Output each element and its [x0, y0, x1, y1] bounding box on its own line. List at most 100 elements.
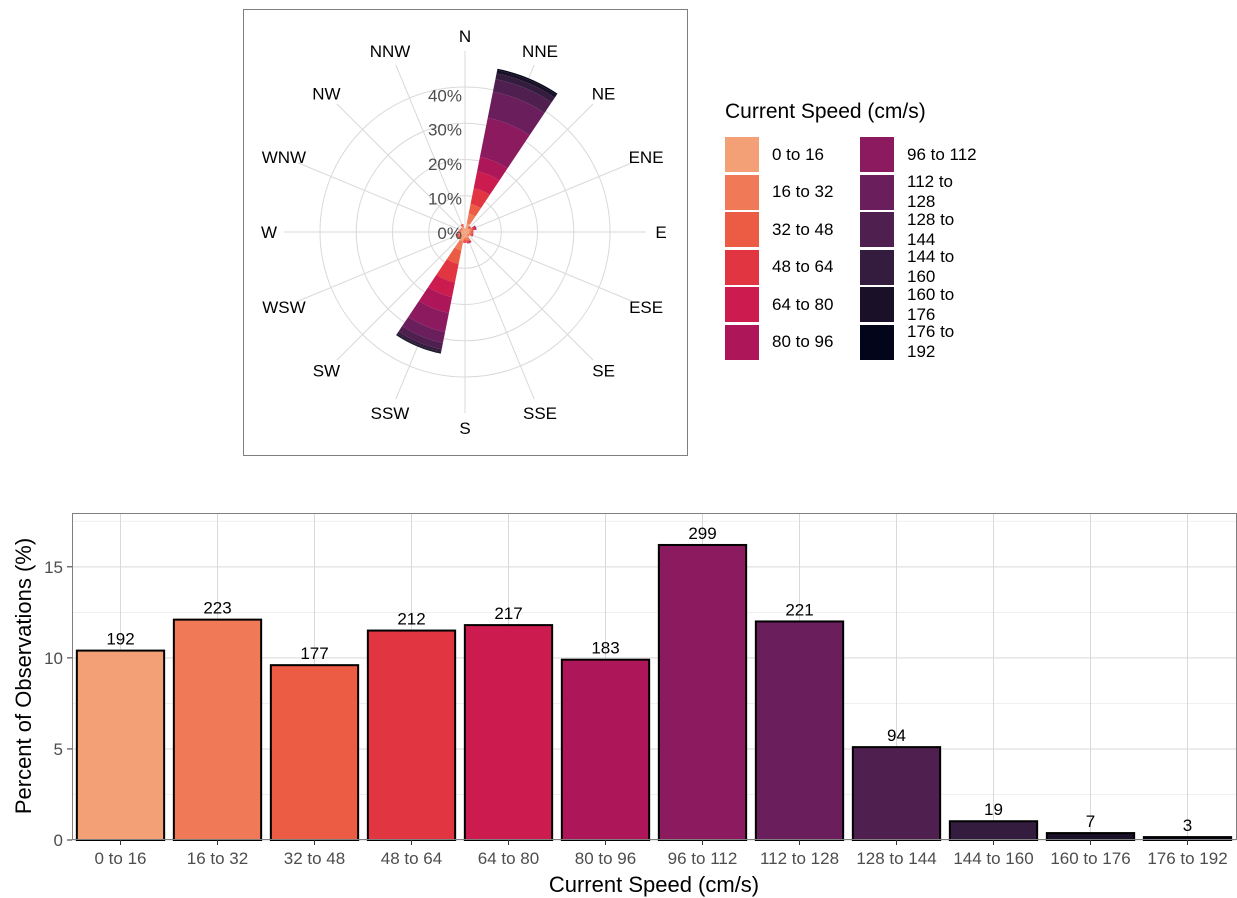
rose-wedge-sse-4 — [466, 240, 472, 243]
legend-item: 80 to 96 — [725, 324, 846, 362]
rose-wedge-ssw-6 — [419, 287, 453, 314]
rose-wedge-e-4 — [472, 230, 473, 234]
rose-wedge-s-1 — [463, 232, 467, 238]
rose-radial-labels: 0% 10% 20% 30% 40% — [428, 86, 462, 243]
rose-grid-spoke — [464, 231, 594, 361]
rose-wedge-n-1 — [464, 228, 466, 232]
legend-columns: 0 to 16 16 to 32 32 to 48 48 to 64 64 to 80 8… — [725, 136, 1025, 361]
rose-wedge-w-4 — [458, 230, 459, 234]
rose-wedge-nne-6 — [477, 156, 508, 181]
rose-wedge-nne-7 — [479, 117, 530, 169]
rose-wedge-nne-11 — [496, 70, 557, 98]
rose-wedge-nw-1 — [461, 228, 465, 232]
rose-wedge-s-3 — [463, 239, 467, 242]
rose-wedge-ssw-8 — [402, 316, 446, 343]
rose-grid-spoke — [297, 231, 466, 302]
rose-grid-spoke — [336, 103, 466, 233]
rose-wedge-ssw-7 — [408, 300, 449, 332]
rose-wedge-wsw-3 — [456, 233, 460, 237]
rose-wedge-ne-6 — [468, 225, 472, 229]
rose-radial-label: 40% — [428, 86, 462, 105]
rose-label-ese: ESE — [629, 298, 663, 317]
rose-radial-label: 0% — [437, 224, 462, 243]
legend-swatch — [725, 287, 759, 323]
rose-wedge-wsw-1 — [460, 232, 465, 235]
rose-wedge-ssw-11 — [396, 333, 442, 353]
rose-wedge-sse-1 — [465, 232, 469, 238]
rose-wedge-ssw-5 — [428, 274, 455, 298]
bar-3 — [269, 664, 360, 841]
legend-label: 96 to 112 — [907, 144, 977, 164]
rose-wedge-nne-5 — [473, 171, 500, 195]
rose-grid-spoke — [464, 231, 535, 400]
rose-label-wnw: WNW — [262, 148, 306, 167]
rose-wedge-ne-3 — [467, 227, 470, 230]
rose-wedge-se-3 — [467, 234, 470, 237]
legend: Current Speed (cm/s) 0 to 16 16 to 32 32 t… — [725, 100, 1025, 361]
rose-radial-label: 10% — [428, 190, 462, 209]
bar-count-label: 212 — [397, 610, 425, 629]
x-tick-label: 128 to 144 — [856, 849, 936, 868]
legend-column-1: 0 to 16 16 to 32 32 to 48 48 to 64 64 to 80 8… — [725, 136, 846, 361]
legend-item: 160 to 176 — [860, 284, 981, 324]
y-tick-label: 15 — [44, 558, 63, 577]
legend-swatch — [725, 324, 759, 360]
bar-count-label: 299 — [688, 524, 716, 543]
x-tick-label: 160 to 176 — [1050, 849, 1130, 868]
bar-count-label: 7 — [1086, 812, 1095, 831]
rose-grid-spoke — [464, 231, 633, 302]
rose-direction-labels: N NNE NE ENE E ESE SE SSE S SSW SW WSW W WNW NW NNW — [261, 27, 667, 438]
legend-item: 128 to 144 — [860, 209, 981, 249]
rose-wedge-ne-5 — [468, 226, 471, 229]
rose-wedge-ese-3 — [469, 233, 473, 237]
legend-swatch — [860, 212, 894, 248]
rose-wedge-se-1 — [465, 232, 469, 236]
bar-6 — [560, 658, 651, 841]
rose-wedge-sw-2 — [459, 234, 463, 238]
rose-wedge-nnw-2 — [461, 225, 465, 228]
rose-wedge-w-2 — [459, 230, 462, 234]
legend-item: 48 to 64 — [725, 249, 846, 287]
rose-wedge-nne-9 — [492, 79, 552, 113]
rose-wedge-nne-8 — [487, 91, 545, 136]
rose-wedge-wnw-2 — [460, 229, 462, 232]
rose-label-w: W — [261, 223, 277, 242]
rose-radial-label: 30% — [428, 121, 462, 140]
bar-bars — [75, 543, 1233, 842]
legend-label: 144 to 160 — [907, 247, 955, 287]
bar-count-label: 217 — [494, 604, 522, 623]
legend-label: 160 to 176 — [907, 284, 955, 324]
rose-grid-spoke — [464, 162, 633, 233]
rose-grid-spoke — [297, 162, 466, 233]
rose-wedge-s-4 — [462, 241, 468, 243]
legend-swatch — [725, 212, 759, 248]
rose-wedge-s-5 — [462, 242, 468, 243]
legend-item: 112 to 128 — [860, 172, 981, 211]
x-tick-label: 0 to 16 — [95, 849, 147, 868]
bar-11 — [1045, 832, 1136, 842]
legend-label: 0 to 16 — [772, 144, 824, 164]
rose-wedge-ene-1 — [465, 228, 471, 232]
rose-wedge-ese-1 — [465, 232, 470, 235]
rose-wedge-ene-6 — [474, 225, 477, 230]
rose-wedge-nne-2 — [466, 213, 476, 225]
legend-item: 64 to 80 — [725, 286, 846, 324]
rose-wedges — [396, 68, 558, 354]
rose-wedge-ssw-1 — [459, 232, 465, 242]
rose-wedge-nw-4 — [460, 227, 463, 230]
legend-column-2: 96 to 112 112 to 128 128 to 144 144 to 160 1… — [860, 136, 981, 361]
legend-label: 128 to 144 — [907, 209, 955, 249]
rose-wedge-sw-4 — [457, 236, 461, 240]
rose-wedge-sse-3 — [466, 238, 471, 242]
legend-label: 48 to 64 — [772, 257, 834, 277]
rose-wedge-sse-6 — [467, 241, 472, 244]
rose-label-ssw: SSW — [371, 404, 410, 423]
rose-wedge-wnw-3 — [459, 228, 462, 232]
legend-swatch — [725, 137, 759, 173]
rose-grid-spoke — [395, 64, 466, 233]
rose-wedge-sse-2 — [466, 236, 470, 241]
bar-10 — [948, 820, 1039, 841]
legend-item: 96 to 112 — [860, 136, 981, 174]
x-tick-label: 16 to 32 — [187, 849, 248, 868]
rose-wedge-nne-12 — [497, 68, 558, 95]
